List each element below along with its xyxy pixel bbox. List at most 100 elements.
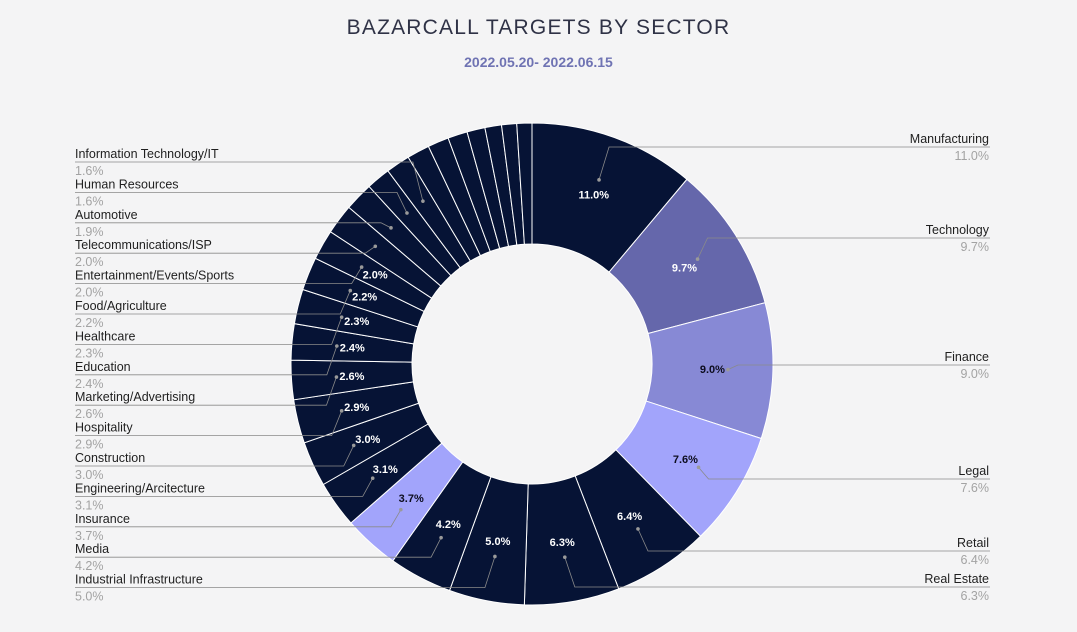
callout-value: 2.2% <box>75 316 104 330</box>
leader-line <box>75 266 362 285</box>
slice-value-label: 4.2% <box>436 519 461 531</box>
callout-label: Hospitality <box>75 421 133 435</box>
callout-marketing-advertising: Marketing/Advertising 2.6% <box>75 375 339 421</box>
leader-dot <box>339 409 344 413</box>
callout-label: Telecommunications/ISP <box>75 238 212 252</box>
callout-information-technology-it: Information Technology/IT 1.6% <box>75 147 425 203</box>
callout-value: 3.1% <box>75 498 104 512</box>
callout-value: 2.4% <box>75 377 104 391</box>
callout-value: 4.2% <box>75 559 104 573</box>
leader-line <box>75 410 343 437</box>
callout-engineering-arcitecture: Engineering/Arcitecture 3.1% <box>75 476 375 512</box>
leader-dot <box>405 211 409 215</box>
callout-value: 6.4% <box>961 553 990 567</box>
leader-line <box>75 222 392 229</box>
callout-education: Education 2.4% <box>75 344 339 391</box>
leader-line <box>598 146 990 180</box>
callout-value: 9.0% <box>961 367 990 381</box>
leader-dot <box>695 257 700 261</box>
callout-value: 1.6% <box>75 194 104 208</box>
callout-hospitality: Hospitality 2.9% <box>75 409 344 452</box>
leader-line <box>727 364 990 370</box>
callout-value: 9.7% <box>961 240 990 254</box>
callout-label: Real Estate <box>924 572 989 586</box>
callout-value: 2.0% <box>75 286 104 300</box>
callout-food-agriculture: Food/Agriculture 2.2% <box>75 288 353 330</box>
callout-telecommunications-isp: Telecommunications/ISP 2.0% <box>75 238 378 269</box>
leader-line <box>637 528 990 552</box>
callout-human-resources: Human Resources 1.6% <box>75 177 409 215</box>
callout-value: 3.0% <box>75 468 104 482</box>
callout-manufacturing: Manufacturing 11.0% <box>597 132 990 182</box>
callout-technology: Technology 9.7% <box>695 223 990 261</box>
callout-label: Construction <box>75 451 145 465</box>
callout-label: Finance <box>945 350 990 364</box>
slice-value-label: 7.6% <box>673 454 698 466</box>
slice-value-label: 3.7% <box>399 493 424 505</box>
slice-value-label: 3.1% <box>373 464 398 476</box>
slice-inner-labels: 11.0% 9.7% 9.0% 7.6% 6.4% 6.3% 5.0% 4.2% 3.7% 3.1… <box>339 189 725 549</box>
leader-dot <box>726 367 730 372</box>
leader-dot <box>696 465 701 470</box>
callout-healthcare: Healthcare 2.3% <box>75 315 344 360</box>
slice-value-label: 3.0% <box>355 434 380 446</box>
slice-value-label: 2.0% <box>363 270 388 282</box>
leader-line <box>564 557 990 588</box>
leader-dot <box>493 554 497 559</box>
callout-label: Food/Agriculture <box>75 299 167 313</box>
leader-dot <box>597 178 601 182</box>
donut-slices <box>290 122 774 606</box>
callout-value: 6.3% <box>961 589 990 603</box>
leader-dot <box>399 507 403 512</box>
callout-label: Insurance <box>75 512 130 526</box>
callout-label: Information Technology/IT <box>75 147 219 161</box>
leader-dot <box>636 527 640 531</box>
leader-line <box>75 161 424 202</box>
chart-title: BAZARCALL TARGETS BY SECTOR <box>346 16 731 39</box>
slice-value-label: 2.3% <box>344 316 369 328</box>
callout-label: Automotive <box>75 208 138 222</box>
callout-value: 5.0% <box>75 590 104 604</box>
leader-dot <box>335 344 339 348</box>
callout-value: 1.9% <box>75 225 104 239</box>
callout-label: Engineering/Arcitecture <box>75 481 205 495</box>
callout-label: Technology <box>926 223 990 237</box>
callout-retail: Retail 6.4% <box>636 527 990 567</box>
leader-line <box>75 478 374 497</box>
callout-label: Retail <box>957 536 989 550</box>
leader-dot <box>389 226 393 230</box>
callout-value: 7.6% <box>961 481 990 495</box>
leader-dot <box>334 375 339 379</box>
callout-media: Media 4.2% <box>75 535 443 573</box>
callout-label: Industrial Infrastructure <box>75 573 203 587</box>
slice-value-label: 2.4% <box>340 342 365 354</box>
callout-industrial-infrastructure: Industrial Infrastructure 5.0% <box>75 554 497 604</box>
leader-line <box>75 445 355 467</box>
callout-legal: Legal 7.6% <box>696 464 990 495</box>
leader-dot <box>373 244 378 249</box>
leader-dot <box>421 199 425 203</box>
slice-value-label: 11.0% <box>578 189 609 201</box>
callout-value: 3.7% <box>75 529 104 543</box>
slice-callouts: Manufacturing 11.0% Technology 9.7% Finance 9… <box>75 132 990 604</box>
slice-value-label: 2.2% <box>352 291 377 303</box>
slice-value-label: 9.7% <box>672 262 697 274</box>
callout-label: Healthcare <box>75 329 135 343</box>
leader-line <box>75 345 338 376</box>
callout-label: Education <box>75 360 131 374</box>
callout-label: Entertainment/Events/Sports <box>75 269 234 283</box>
leader-dot <box>439 535 443 540</box>
leader-line <box>697 237 990 260</box>
callout-insurance: Insurance 3.7% <box>75 507 403 543</box>
callout-value: 2.6% <box>75 407 104 421</box>
callout-value: 2.9% <box>75 438 104 452</box>
slice-value-label: 5.0% <box>485 536 510 548</box>
chart-subtitle: 2022.05.20- 2022.06.15 <box>464 54 613 70</box>
slice-value-label: 6.4% <box>617 511 642 523</box>
callout-label: Legal <box>958 464 989 478</box>
callout-value: 1.6% <box>75 164 104 178</box>
callout-value: 2.0% <box>75 255 104 269</box>
leader-dot <box>370 476 375 480</box>
callout-label: Media <box>75 542 109 556</box>
